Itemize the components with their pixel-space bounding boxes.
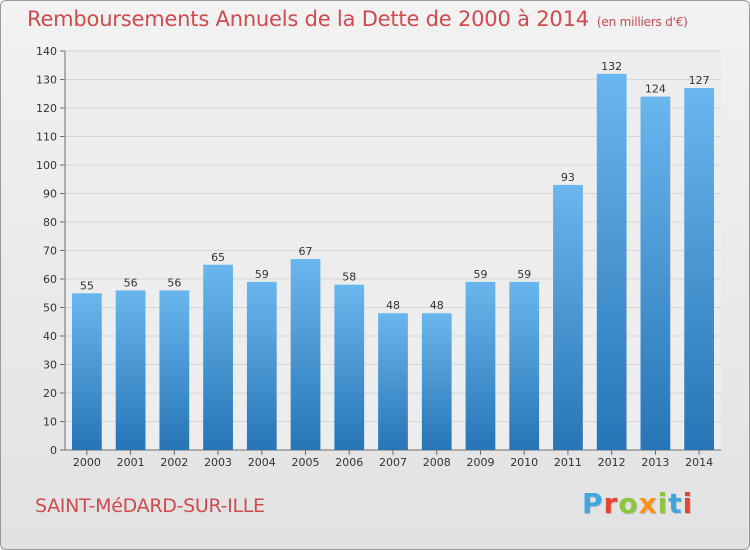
x-tick-label: 2004 bbox=[248, 456, 276, 469]
bar-value-label: 59 bbox=[473, 268, 487, 281]
x-tick-label: 2006 bbox=[335, 456, 363, 469]
x-tick-label: 2000 bbox=[73, 456, 101, 469]
logo-letter: r bbox=[603, 487, 619, 520]
y-tick-label: 130 bbox=[36, 74, 57, 87]
x-tick-label: 2007 bbox=[379, 456, 407, 469]
logo-letter: i bbox=[657, 487, 669, 520]
bar-value-label: 48 bbox=[386, 299, 400, 312]
bar bbox=[71, 293, 102, 450]
x-tick-label: 2001 bbox=[117, 456, 145, 469]
bar bbox=[334, 284, 365, 450]
y-tick-label: 110 bbox=[36, 131, 57, 144]
logo-letter: x bbox=[638, 487, 658, 520]
x-tick-label: 2003 bbox=[204, 456, 232, 469]
chart-subtitle: (en milliers d'€) bbox=[596, 15, 688, 29]
bar bbox=[290, 259, 321, 450]
bar-value-label: 93 bbox=[561, 171, 575, 184]
y-tick-label: 40 bbox=[43, 330, 57, 343]
y-tick-label: 80 bbox=[43, 216, 57, 229]
bar bbox=[596, 73, 627, 451]
x-tick-label: 2011 bbox=[554, 456, 582, 469]
y-tick-label: 140 bbox=[36, 45, 57, 58]
y-tick-label: 10 bbox=[43, 416, 57, 429]
bar-value-label: 56 bbox=[124, 276, 138, 289]
y-tick-label: 20 bbox=[43, 387, 57, 400]
bar bbox=[553, 184, 583, 450]
bar-value-label: 59 bbox=[255, 268, 269, 281]
bar-value-label: 55 bbox=[80, 279, 94, 292]
bar-value-label: 127 bbox=[689, 74, 710, 87]
x-tick-label: 2012 bbox=[598, 456, 626, 469]
y-tick-label: 50 bbox=[43, 302, 57, 315]
x-tick-label: 2005 bbox=[292, 456, 320, 469]
x-tick-label: 2014 bbox=[685, 456, 713, 469]
bar bbox=[684, 88, 715, 451]
bar-value-label: 59 bbox=[517, 268, 531, 281]
y-tick-label: 30 bbox=[43, 359, 57, 372]
logo-letter: i bbox=[682, 487, 694, 520]
x-tick-label: 2010 bbox=[510, 456, 538, 469]
y-tick-label: 70 bbox=[43, 245, 57, 258]
bar bbox=[640, 96, 671, 450]
chart-title-text: Remboursements Annuels de la Dette de 20… bbox=[27, 7, 589, 31]
bar-value-label: 132 bbox=[601, 60, 622, 73]
x-tick-label: 2008 bbox=[423, 456, 451, 469]
logo-letter: o bbox=[618, 487, 639, 520]
bar bbox=[246, 281, 277, 450]
logo-letter: P bbox=[582, 487, 604, 520]
bar bbox=[203, 264, 233, 450]
y-tick-label: 90 bbox=[43, 188, 57, 201]
bar-value-label: 58 bbox=[342, 271, 356, 284]
y-tick-label: 120 bbox=[36, 102, 57, 115]
city-name: SAINT-MéDARD-SUR-ILLE bbox=[35, 495, 265, 517]
bar bbox=[421, 313, 452, 450]
x-tick-label: 2009 bbox=[466, 456, 494, 469]
bar bbox=[159, 290, 190, 450]
bar bbox=[465, 281, 496, 450]
bar-value-label: 48 bbox=[430, 299, 444, 312]
chart-title: Remboursements Annuels de la Dette de 20… bbox=[27, 7, 688, 31]
bar-value-label: 65 bbox=[211, 251, 225, 264]
x-tick-label: 2002 bbox=[160, 456, 188, 469]
bar bbox=[509, 281, 540, 450]
bar-value-label: 56 bbox=[167, 276, 181, 289]
y-tick-label: 0 bbox=[50, 444, 57, 457]
logo-letter: t bbox=[668, 487, 683, 520]
bar-value-label: 124 bbox=[645, 83, 666, 96]
x-tick-label: 2013 bbox=[641, 456, 669, 469]
bar-value-label: 67 bbox=[299, 245, 313, 258]
y-tick-label: 100 bbox=[36, 159, 57, 172]
proxiti-logo: Proxiti bbox=[582, 487, 693, 520]
y-tick-label: 60 bbox=[43, 273, 57, 286]
bar bbox=[378, 313, 408, 450]
bar bbox=[115, 290, 146, 450]
